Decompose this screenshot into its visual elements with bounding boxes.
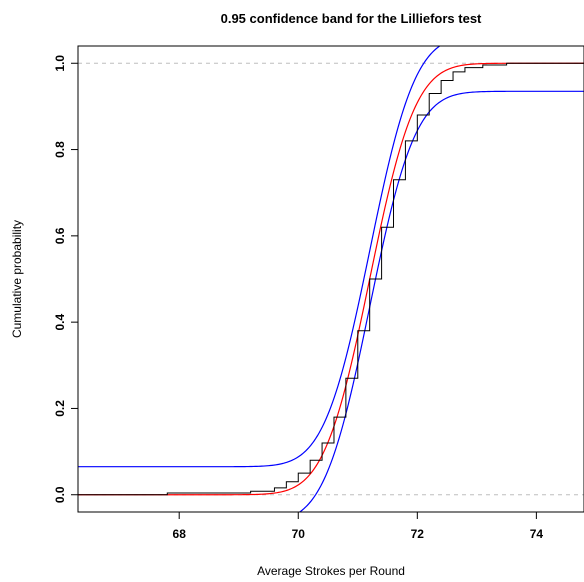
x-tick-label: 68	[173, 527, 187, 541]
x-tick-label: 72	[411, 527, 425, 541]
band-lower-line	[298, 90, 584, 512]
ecdf-line	[78, 62, 584, 496]
y-axis-label: Cumulative probability	[10, 220, 24, 338]
axes: 68 70 72 74 0.0 0.2 0.4 0.6 0.8 1.0	[53, 45, 584, 541]
x-tick-label: 74	[530, 527, 544, 541]
ecdf	[78, 62, 584, 496]
chart-title: 0.95 confidence band for the Lilliefors …	[221, 11, 482, 26]
x-tick-label: 70	[292, 527, 306, 541]
y-tick-label: 0.2	[53, 400, 67, 417]
plot-frame	[77, 45, 584, 513]
normal-fit	[78, 62, 584, 496]
confidence-band	[78, 46, 584, 512]
y-tick-label: 0.0	[53, 486, 67, 503]
y-tick-label: 0.4	[53, 313, 67, 330]
reference-lines	[78, 62, 584, 496]
band-upper-line	[78, 46, 441, 468]
x-axis-label: Average Strokes per Round	[257, 564, 405, 578]
normal-fit-line	[78, 62, 584, 496]
y-tick-label: 0.6	[53, 227, 67, 244]
y-tick-label: 1.0	[53, 55, 67, 72]
y-tick-label: 0.8	[53, 141, 67, 158]
